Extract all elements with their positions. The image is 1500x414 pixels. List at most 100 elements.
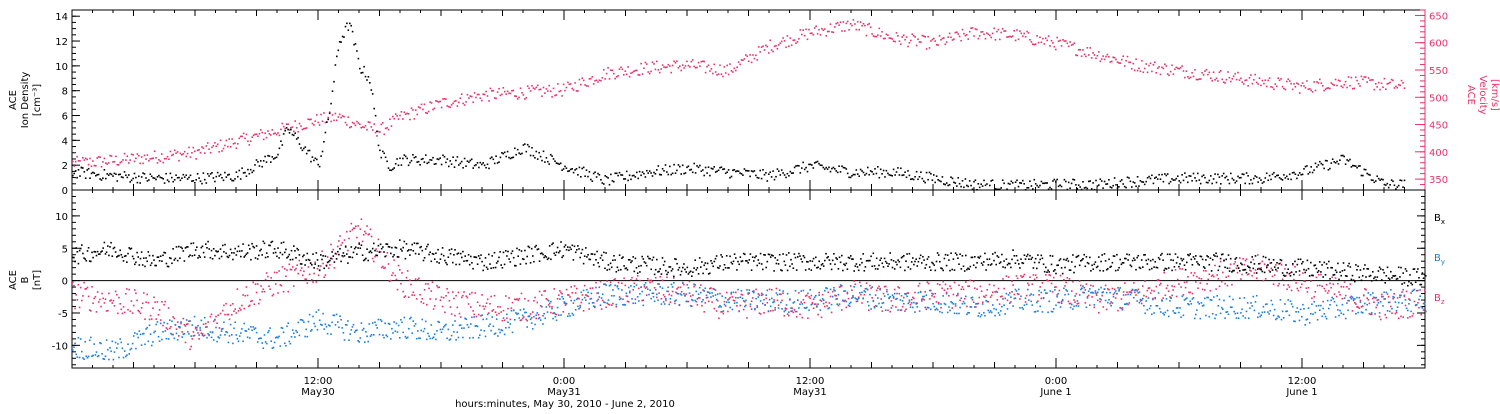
velocity-point bbox=[1372, 79, 1374, 81]
density-point bbox=[416, 161, 418, 163]
by-point bbox=[1063, 288, 1065, 290]
velocity-point bbox=[546, 88, 548, 90]
by-point bbox=[507, 321, 509, 323]
by-point bbox=[189, 320, 191, 322]
bz-point bbox=[185, 342, 187, 344]
bz-point bbox=[1272, 276, 1274, 278]
bx-point bbox=[92, 257, 94, 259]
by-point bbox=[1193, 297, 1195, 299]
by-point bbox=[655, 289, 657, 291]
bz-point bbox=[222, 310, 224, 312]
by-point bbox=[211, 337, 213, 339]
by-point bbox=[579, 307, 581, 309]
by-point bbox=[389, 323, 391, 325]
density-point bbox=[455, 160, 457, 162]
density-point bbox=[289, 132, 291, 134]
bx-point bbox=[193, 242, 195, 244]
density-point bbox=[759, 170, 761, 172]
by-point bbox=[1209, 316, 1211, 318]
bz-point bbox=[1228, 275, 1230, 277]
by-point bbox=[166, 338, 168, 340]
bz-point bbox=[664, 296, 666, 298]
bx-point bbox=[127, 253, 129, 255]
by-point bbox=[724, 304, 726, 306]
bx-point bbox=[145, 257, 147, 259]
by-point bbox=[375, 324, 377, 326]
velocity-point bbox=[778, 44, 780, 46]
by-point bbox=[698, 293, 700, 295]
by-point bbox=[891, 307, 893, 309]
bz-point bbox=[1162, 297, 1164, 299]
density-point bbox=[922, 178, 924, 180]
bx-point bbox=[152, 255, 154, 257]
velocity-point bbox=[603, 69, 605, 71]
velocity-point bbox=[982, 31, 984, 33]
bx-point bbox=[261, 254, 263, 256]
bz-point bbox=[360, 228, 362, 230]
bz-point bbox=[600, 281, 602, 283]
velocity-point bbox=[617, 75, 619, 77]
bx-point bbox=[213, 248, 215, 250]
density-point bbox=[1065, 181, 1067, 183]
bx-point bbox=[358, 243, 360, 245]
velocity-point bbox=[1305, 87, 1307, 89]
by-point bbox=[116, 347, 118, 349]
bz-point bbox=[285, 276, 287, 278]
bz-point bbox=[197, 332, 199, 334]
velocity-point bbox=[1309, 88, 1311, 90]
velocity-tick-label: 450 bbox=[1429, 121, 1448, 132]
velocity-point bbox=[162, 162, 164, 164]
density-point bbox=[606, 176, 608, 178]
bz-point bbox=[453, 298, 455, 300]
bz-point bbox=[1362, 305, 1364, 307]
by-point bbox=[1216, 295, 1218, 297]
bz-point bbox=[582, 294, 584, 296]
by-point bbox=[560, 314, 562, 316]
by-point bbox=[199, 327, 201, 329]
velocity-point bbox=[1257, 83, 1259, 85]
bz-point bbox=[205, 323, 207, 325]
bz-point bbox=[746, 317, 748, 319]
velocity-point bbox=[412, 109, 414, 111]
by-point bbox=[963, 301, 965, 303]
bz-point bbox=[855, 284, 857, 286]
bz-point bbox=[1011, 281, 1013, 283]
density-point bbox=[452, 156, 454, 158]
bz-point bbox=[116, 294, 118, 296]
velocity-point bbox=[949, 33, 951, 35]
velocity-point bbox=[471, 96, 473, 98]
bz-point bbox=[1189, 292, 1191, 294]
bz-point bbox=[475, 292, 477, 294]
density-point bbox=[353, 44, 355, 46]
density-point bbox=[241, 167, 243, 169]
by-point bbox=[380, 319, 382, 321]
bz-point bbox=[276, 272, 278, 274]
by-point bbox=[1050, 290, 1052, 292]
density-point bbox=[668, 174, 670, 176]
density-point bbox=[1085, 187, 1087, 189]
bx-point bbox=[372, 248, 374, 250]
bx-point bbox=[151, 262, 153, 264]
bx-point bbox=[230, 249, 232, 251]
velocity-point bbox=[1313, 81, 1315, 83]
by-point bbox=[228, 342, 230, 344]
by-point bbox=[1147, 309, 1149, 311]
by-point bbox=[314, 326, 316, 328]
velocity-point bbox=[78, 160, 80, 162]
velocity-point bbox=[504, 91, 506, 93]
density-point bbox=[214, 181, 216, 183]
density-point bbox=[561, 169, 563, 171]
bz-point bbox=[841, 309, 843, 311]
density-point bbox=[1044, 183, 1046, 185]
velocity-point bbox=[1239, 79, 1241, 81]
bx-point bbox=[393, 254, 395, 256]
bz-point bbox=[1209, 274, 1211, 276]
by-point bbox=[1151, 314, 1153, 316]
density-point bbox=[129, 181, 131, 183]
by-point bbox=[1319, 309, 1321, 311]
velocity-point bbox=[108, 162, 110, 164]
density-point bbox=[1242, 173, 1244, 175]
density-point bbox=[1016, 180, 1018, 182]
by-point bbox=[224, 334, 226, 336]
